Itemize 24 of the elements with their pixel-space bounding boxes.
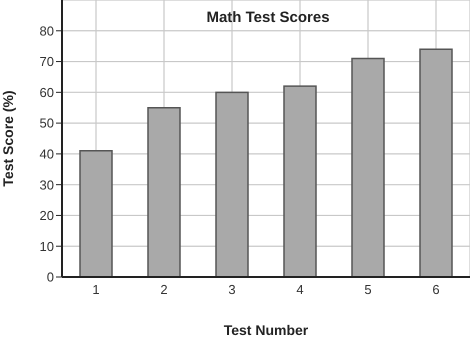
y-tick-label: 40 — [40, 146, 54, 162]
y-tick-label: 80 — [40, 23, 54, 38]
y-tick-label: 70 — [40, 54, 54, 70]
bar — [283, 85, 317, 277]
x-tick-label: 6 — [432, 282, 440, 298]
y-tick-label: 0 — [46, 270, 54, 285]
y-tick-label: 50 — [40, 116, 54, 131]
y-tick-label: 20 — [40, 208, 54, 224]
bar — [79, 150, 113, 277]
x-tick-label: 5 — [364, 282, 372, 298]
x-axis-title: Test Number — [224, 322, 309, 338]
bar — [215, 92, 249, 277]
y-axis-title: Test Score (%) — [0, 90, 16, 187]
bar — [419, 48, 453, 277]
y-tick-label: 60 — [40, 84, 54, 100]
x-tick-label: 1 — [92, 282, 100, 298]
bar — [351, 58, 385, 277]
x-tick-label: 2 — [160, 282, 168, 298]
x-tick-label: 4 — [296, 282, 304, 298]
x-tick-label: 3 — [228, 282, 236, 298]
bar — [147, 106, 181, 277]
y-tick-label: 30 — [40, 177, 54, 192]
y-tick-label: 10 — [40, 238, 54, 254]
text: Math Test Scores — [206, 9, 330, 26]
